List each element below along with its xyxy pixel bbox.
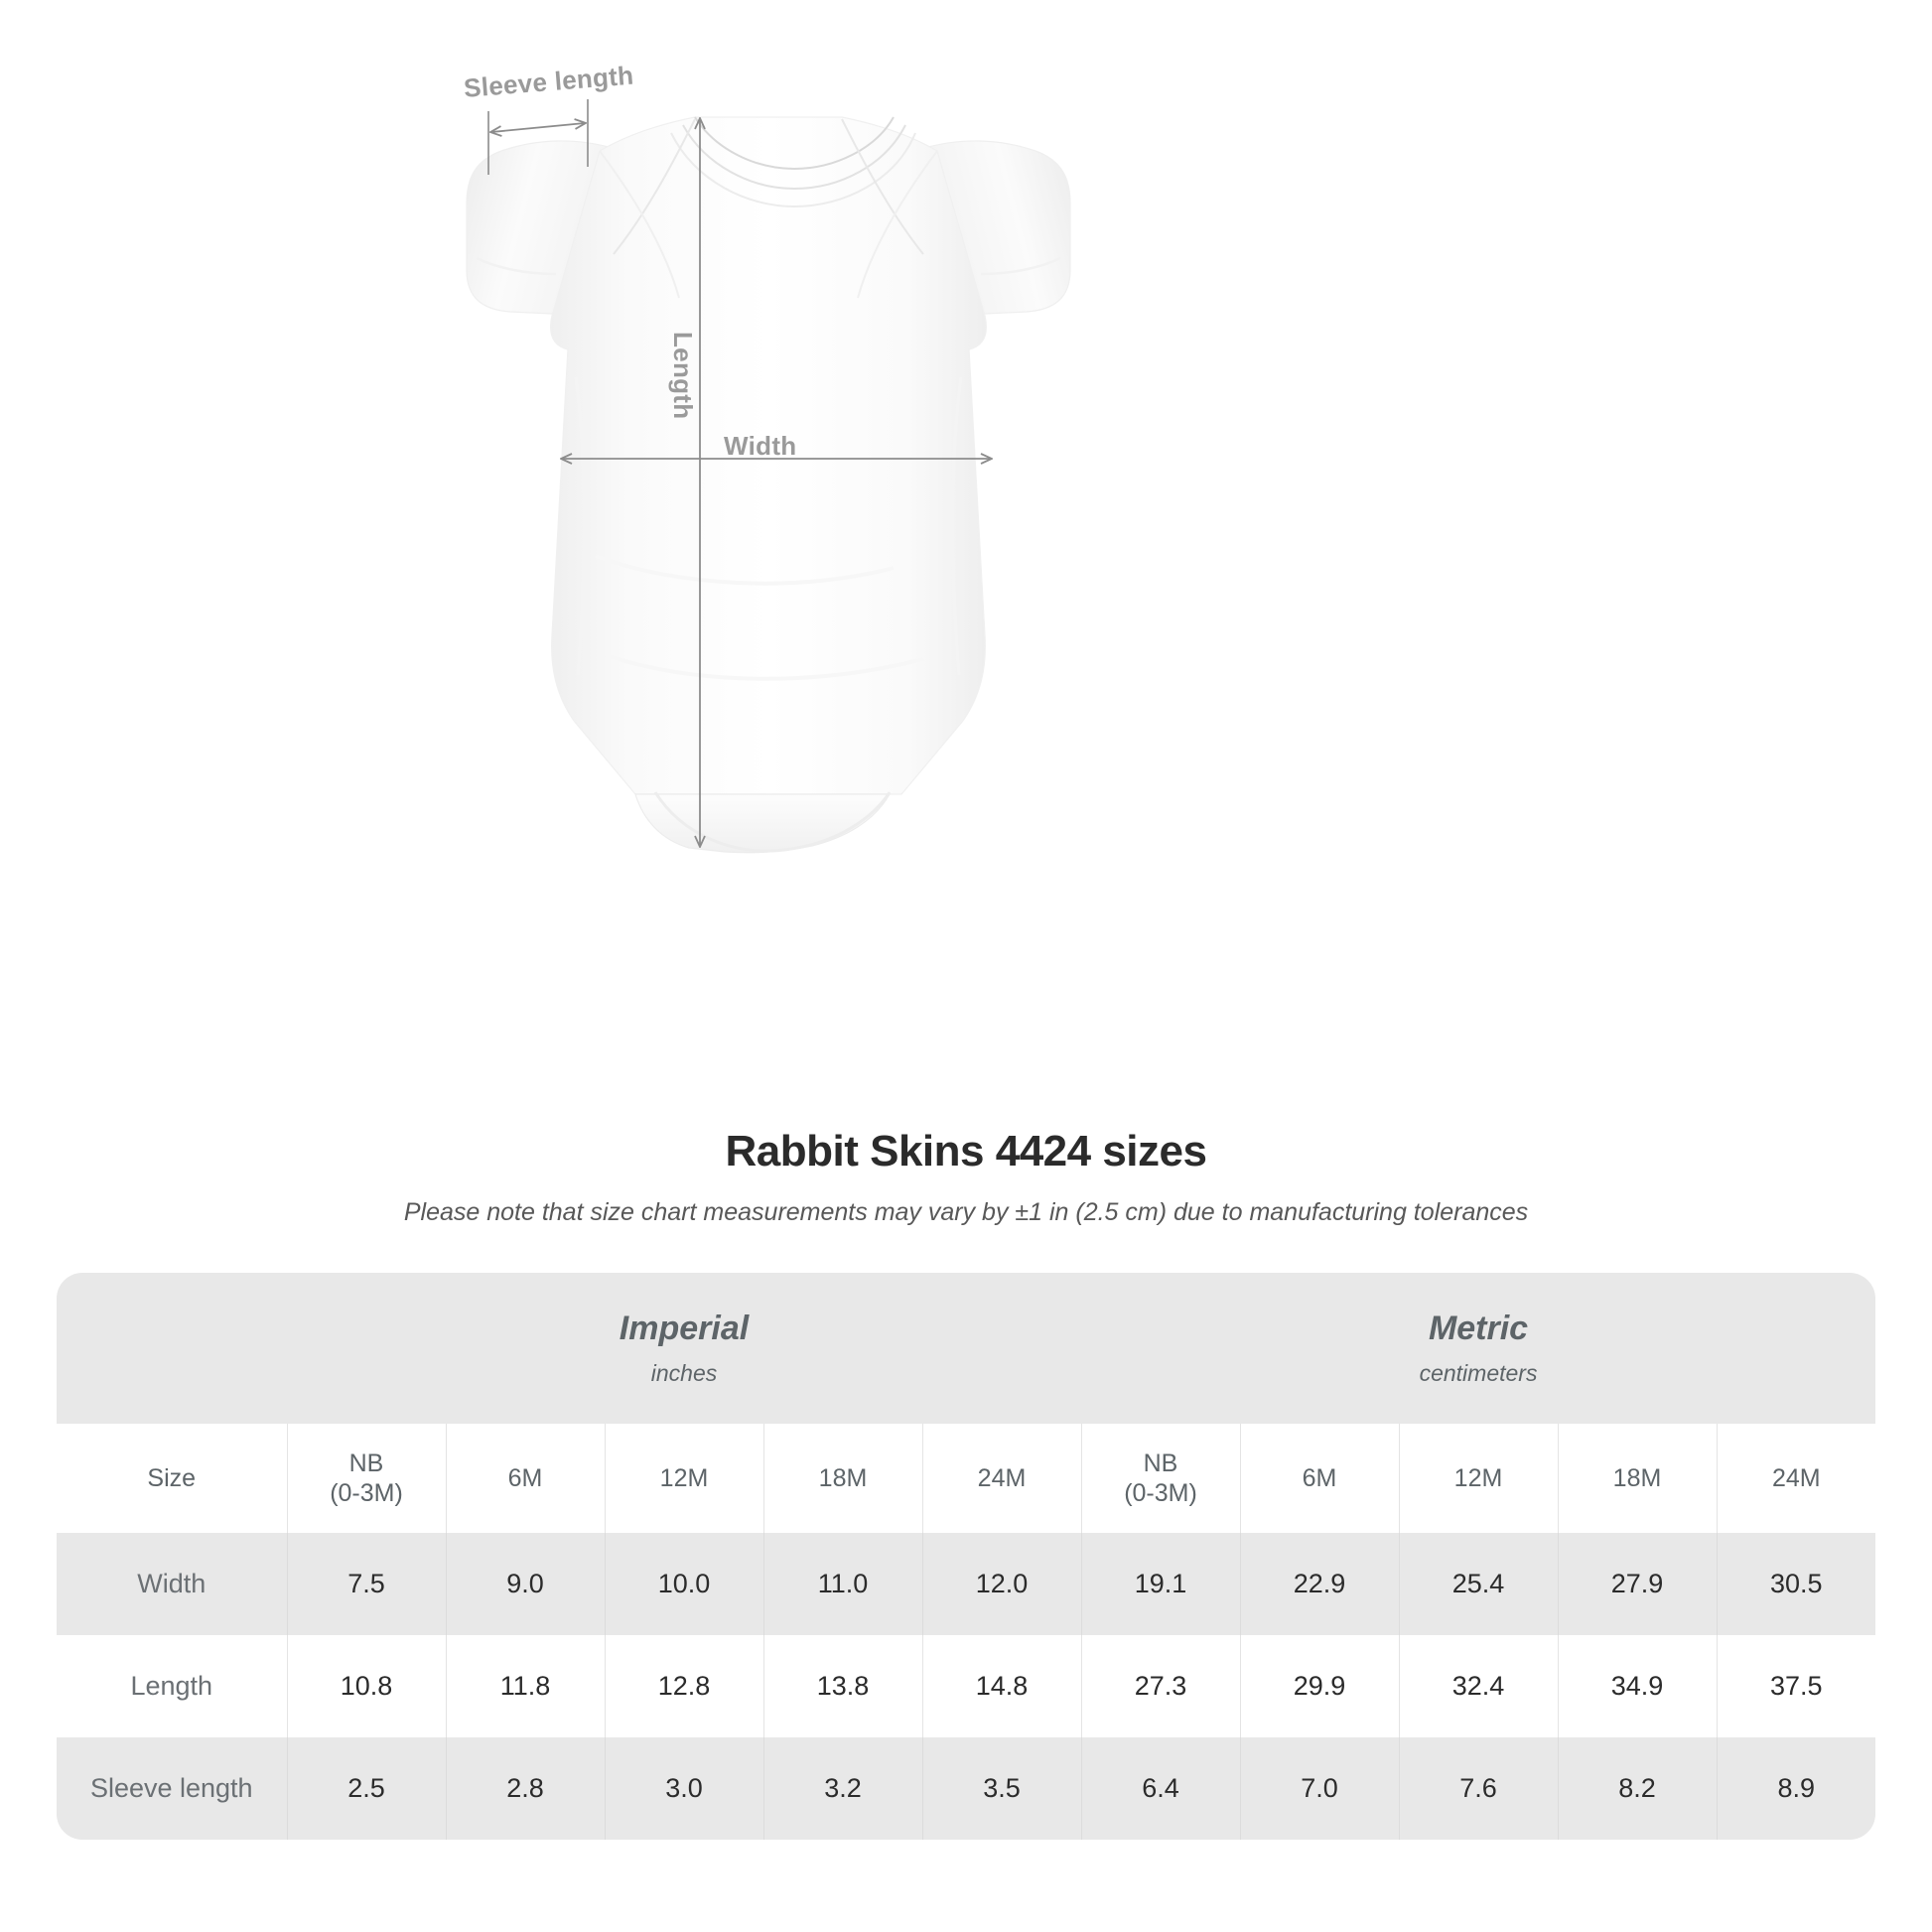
cell-width-12m-cm: 25.4 xyxy=(1398,1533,1558,1635)
snap-crotch-panel xyxy=(634,793,892,854)
neck-opening xyxy=(694,116,895,171)
cell-sleeve-12m-in: 3.0 xyxy=(604,1737,763,1840)
header-col-24m-imperial: 24M xyxy=(921,1424,1081,1533)
row-label-width: Width xyxy=(57,1533,287,1635)
cell-sleeve-24m-cm: 8.9 xyxy=(1716,1737,1876,1840)
cell-sleeve-18m-in: 3.2 xyxy=(762,1737,922,1840)
header-col-nb-imperial: NB (0-3M) xyxy=(286,1424,446,1533)
cell-length-6m-in: 11.8 xyxy=(445,1635,605,1737)
cell-length-24m-cm: 37.5 xyxy=(1716,1635,1876,1737)
header-col-6m-imperial: 6M xyxy=(445,1424,605,1533)
cell-width-18m-in: 11.0 xyxy=(762,1533,922,1635)
bodysuit-illustration xyxy=(466,99,1071,854)
cell-length-6m-cm: 29.9 xyxy=(1239,1635,1399,1737)
heading-block: Rabbit Skins 4424 sizes Please note that… xyxy=(0,1127,1932,1227)
size-chart-table: Imperial inches Metric centimeters Size … xyxy=(57,1273,1876,1840)
cell-sleeve-18m-cm: 8.2 xyxy=(1557,1737,1717,1840)
cell-length-12m-cm: 32.4 xyxy=(1398,1635,1558,1737)
header-col-12m-imperial: 12M xyxy=(604,1424,763,1533)
header-col-line1: NB xyxy=(348,1449,384,1477)
width-label: Width xyxy=(724,431,797,461)
tolerance-note: Please note that size chart measurements… xyxy=(403,1198,1529,1226)
unit-group-metric-title: Metric xyxy=(1428,1310,1529,1347)
unit-banner-spacer xyxy=(57,1273,287,1424)
size-chart-table-wrapper: Imperial inches Metric centimeters Size … xyxy=(57,1273,1876,1840)
cell-length-12m-in: 12.8 xyxy=(604,1635,763,1737)
header-size: Size xyxy=(57,1424,287,1533)
unit-banner-row: Imperial inches Metric centimeters xyxy=(57,1273,1876,1424)
cell-sleeve-6m-in: 2.8 xyxy=(445,1737,605,1840)
cell-length-24m-in: 14.8 xyxy=(921,1635,1081,1737)
row-label-sleeve-length: Sleeve length xyxy=(57,1737,287,1840)
table-row: Length 10.8 11.8 12.8 13.8 14.8 27.3 29.… xyxy=(57,1635,1876,1737)
cell-width-24m-cm: 30.5 xyxy=(1716,1533,1876,1635)
sleeve-length-dimension xyxy=(487,99,589,175)
cell-length-nb-in: 10.8 xyxy=(286,1635,446,1737)
header-col-18m-imperial: 18M xyxy=(762,1424,922,1533)
cell-sleeve-24m-in: 3.5 xyxy=(921,1737,1081,1840)
unit-group-imperial: Imperial inches xyxy=(287,1273,1081,1424)
unit-group-imperial-title: Imperial xyxy=(619,1310,750,1347)
header-col-line2: (0-3M) xyxy=(330,1479,403,1507)
cell-width-nb-in: 7.5 xyxy=(286,1533,446,1635)
table-row: Sleeve length 2.5 2.8 3.0 3.2 3.5 6.4 7.… xyxy=(57,1737,1876,1840)
unit-group-imperial-sub: inches xyxy=(650,1360,718,1386)
unit-group-metric: Metric centimeters xyxy=(1081,1273,1876,1424)
header-col-18m-metric: 18M xyxy=(1557,1424,1717,1533)
cell-width-nb-cm: 19.1 xyxy=(1080,1533,1240,1635)
cell-sleeve-nb-cm: 6.4 xyxy=(1080,1737,1240,1840)
page-title: Rabbit Skins 4424 sizes xyxy=(725,1127,1207,1175)
header-col-nb-metric: NB (0-3M) xyxy=(1080,1424,1240,1533)
header-col-12m-metric: 12M xyxy=(1398,1424,1558,1533)
cell-length-nb-cm: 27.3 xyxy=(1080,1635,1240,1737)
cell-length-18m-in: 13.8 xyxy=(762,1635,922,1737)
cell-width-24m-in: 12.0 xyxy=(921,1533,1081,1635)
cell-length-18m-cm: 34.9 xyxy=(1557,1635,1717,1737)
cell-sleeve-6m-cm: 7.0 xyxy=(1239,1737,1399,1840)
column-header-row: Size NB (0-3M) 6M 12M 18M 24M NB (0-3M) … xyxy=(57,1424,1876,1533)
header-col-6m-metric: 6M xyxy=(1239,1424,1399,1533)
table-row: Width 7.5 9.0 10.0 11.0 12.0 19.1 22.9 2… xyxy=(57,1533,1876,1635)
length-label: Length xyxy=(668,332,698,420)
cell-sleeve-nb-in: 2.5 xyxy=(286,1737,446,1840)
garment-diagram: Sleeve length Length Width xyxy=(463,61,1071,854)
neck-band xyxy=(682,124,906,191)
cell-sleeve-12m-cm: 7.6 xyxy=(1398,1737,1558,1840)
cell-width-6m-in: 9.0 xyxy=(445,1533,605,1635)
header-col-line2: (0-3M) xyxy=(1124,1479,1197,1507)
header-col-line1: NB xyxy=(1143,1449,1178,1477)
cell-width-6m-cm: 22.9 xyxy=(1239,1533,1399,1635)
cell-width-12m-in: 10.0 xyxy=(604,1533,763,1635)
row-label-length: Length xyxy=(57,1635,287,1737)
unit-group-metric-sub: centimeters xyxy=(1419,1360,1538,1386)
header-col-24m-metric: 24M xyxy=(1716,1424,1876,1533)
cell-width-18m-cm: 27.9 xyxy=(1557,1533,1717,1635)
